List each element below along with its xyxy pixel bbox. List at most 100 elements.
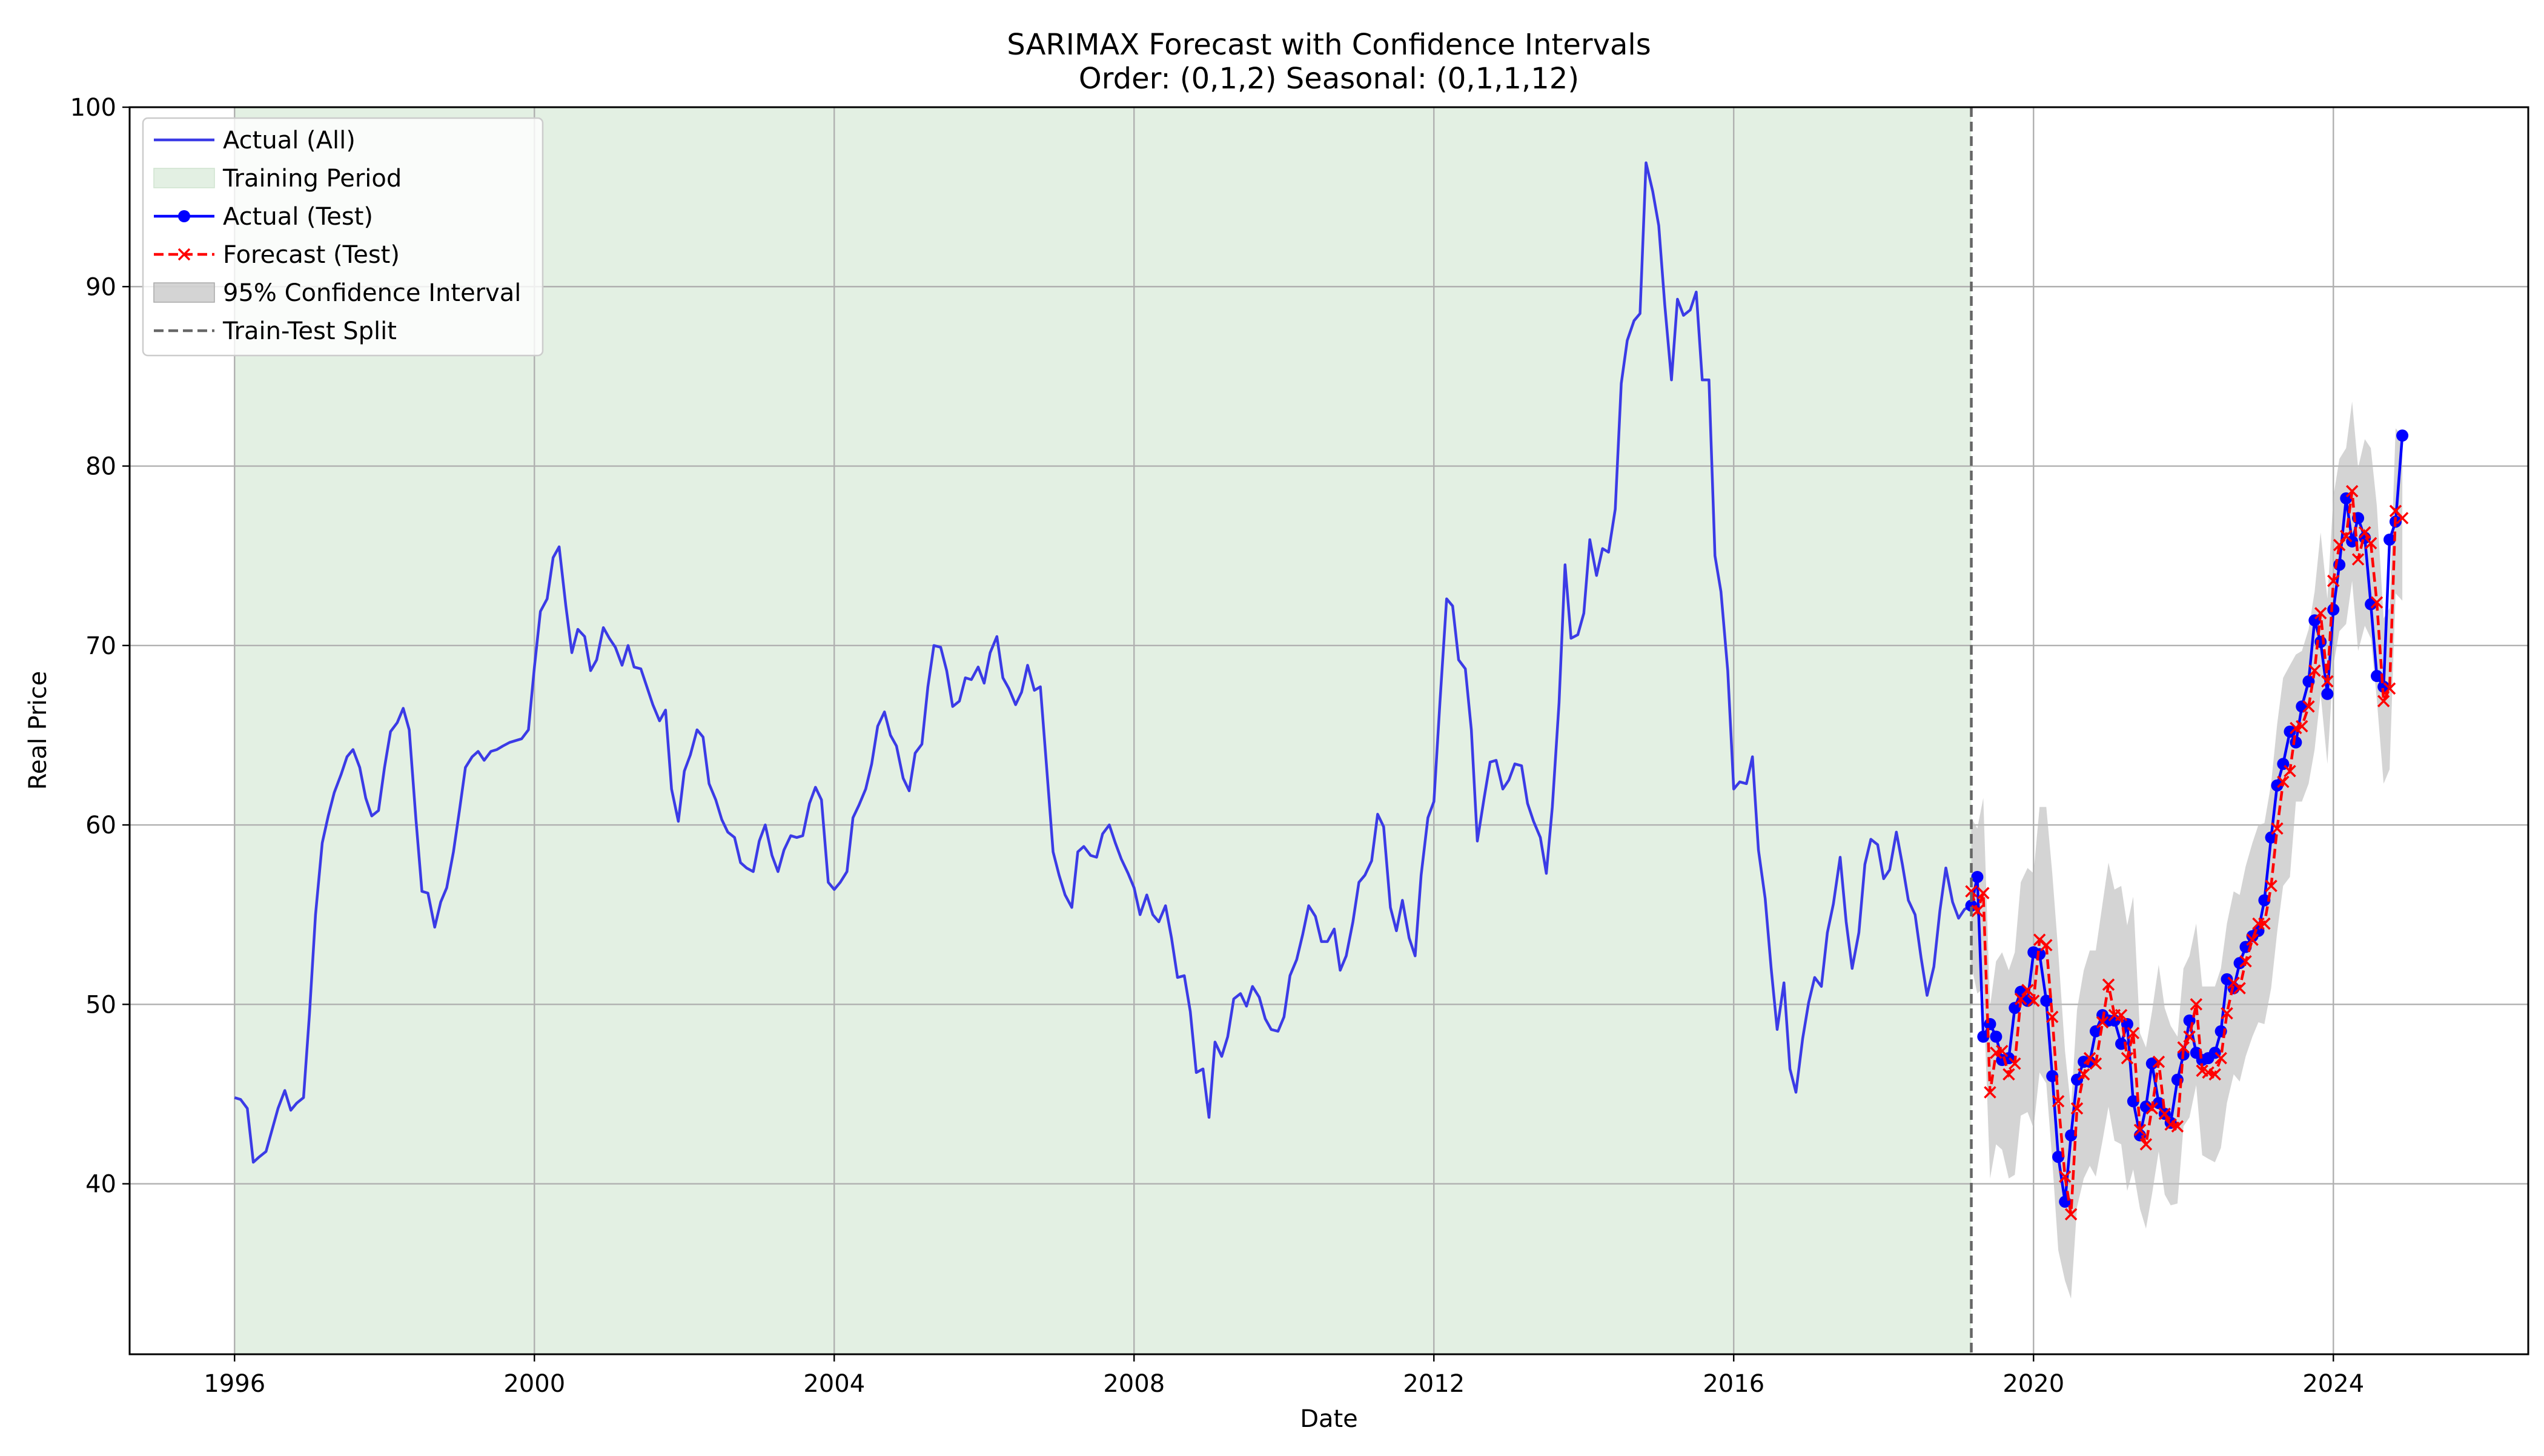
forecast-point: [2277, 775, 2290, 789]
forecast-point: [2308, 664, 2321, 677]
series-line-actual-all: [234, 161, 1979, 1164]
actual-test-point: [2365, 598, 2377, 611]
forecast-point: [2258, 917, 2271, 930]
y-tick-label: 80: [85, 453, 116, 481]
y-tick-label: 50: [85, 991, 116, 1019]
actual-test-point: [2377, 680, 2390, 693]
forecast-point: [2265, 879, 2277, 892]
forecast-point: [2145, 1102, 2159, 1115]
y-tick-label: 70: [85, 632, 116, 660]
legend-marker-actual-test: [178, 210, 190, 222]
actual-test-point: [2271, 779, 2284, 792]
legend-label: Forecast (Test): [223, 241, 400, 269]
actual-test-point: [2321, 687, 2334, 700]
forecast-point: [2183, 1030, 2196, 1043]
forecast-point: [1996, 1045, 2009, 1057]
legend-marker-forecast: [177, 248, 191, 261]
legend-label: Actual (Test): [223, 203, 373, 231]
forecast-point: [2121, 1051, 2134, 1065]
x-tick-label: 2024: [2302, 1370, 2364, 1398]
y-axis-label: Real Price: [24, 671, 52, 790]
forecast-point: [2115, 1008, 2128, 1022]
forecast-point: [2139, 1138, 2153, 1151]
forecast-point: [2246, 933, 2259, 946]
actual-test-point: [2121, 1018, 2133, 1030]
forecast-point: [2064, 1208, 2078, 1221]
forecast-point: [1965, 885, 1978, 898]
forecast-point: [2052, 1095, 2065, 1108]
forecast-point: [2233, 982, 2246, 994]
forecast-point: [2364, 537, 2377, 550]
actual-test-point: [1990, 1030, 2002, 1043]
actual-test-point: [2139, 1100, 2152, 1113]
forecast-point: [2014, 993, 2027, 1005]
x-tick-label: 1996: [204, 1370, 265, 1398]
actual-test-point: [2221, 973, 2233, 985]
forecast-point: [2396, 512, 2409, 524]
actual-test-point: [2009, 1002, 2021, 1014]
forecast-point: [2009, 1057, 2021, 1070]
forecast-point: [2302, 700, 2315, 713]
y-tick-label: 60: [85, 812, 116, 839]
forecast-point: [2333, 538, 2346, 552]
forecast-point: [2177, 1041, 2190, 1054]
forecast-point: [2351, 553, 2365, 566]
forecast-point: [1977, 887, 1990, 899]
forecast-point: [2152, 1055, 2165, 1068]
forecast-point: [2070, 1102, 2084, 1115]
forecast-point: [1984, 1086, 1996, 1099]
actual-test-point: [1977, 1030, 1990, 1043]
y-tick-label: 40: [85, 1171, 116, 1199]
forecast-point: [2370, 596, 2383, 609]
actual-test-point: [2127, 1095, 2139, 1108]
forecast-point: [2133, 1123, 2147, 1136]
actual-test-point: [1984, 1018, 1996, 1030]
forecast-point: [2027, 994, 2040, 1007]
forecast-point: [1971, 905, 1984, 918]
series-line-forecast: [1970, 491, 2403, 1215]
legend-label: 95% Confidence Interval: [223, 279, 521, 307]
x-tick-label: 2016: [1703, 1370, 1764, 1398]
actual-test-point: [2327, 603, 2340, 616]
forecast-point: [2089, 1057, 2102, 1070]
forecast-point: [2002, 1068, 2015, 1081]
legend-label: Training Period: [222, 165, 402, 193]
forecast-point: [2340, 529, 2353, 543]
forecast-point: [2077, 1068, 2090, 1081]
actual-test-point: [2383, 533, 2396, 546]
chart-title: SARIMAX Forecast with Confidence Interva…: [1007, 28, 1651, 62]
forecast-point: [2345, 485, 2359, 498]
forecast-point: [2158, 1107, 2171, 1120]
actual-test-point: [2258, 894, 2271, 907]
forecast-point: [2221, 1007, 2233, 1020]
forecast-point: [2239, 955, 2252, 968]
forecast-point: [2058, 1170, 2072, 1183]
actual-test-point: [2033, 948, 2046, 961]
forecast-point: [2314, 607, 2327, 620]
forecast-point: [2383, 682, 2396, 695]
forecast-point: [2327, 574, 2340, 587]
forecast-point: [2377, 695, 2390, 707]
actual-test-point: [1971, 870, 1984, 883]
actual-test-point: [2284, 725, 2296, 738]
actual-test-point: [2296, 700, 2308, 713]
forecast-point: [2190, 998, 2203, 1011]
forecast-point: [2171, 1120, 2184, 1133]
series-layer: [234, 161, 2409, 1221]
y-tick-label: 100: [70, 94, 116, 122]
legend-box: [142, 117, 544, 357]
forecast-point: [2321, 675, 2334, 688]
actual-test-point: [2290, 736, 2302, 749]
x-tick-label: 2012: [1403, 1370, 1465, 1398]
y-tick-label: 90: [85, 273, 116, 301]
actual-test-point: [2089, 1025, 2102, 1037]
legend-label: Train-Test Split: [222, 317, 397, 345]
x-tick-label: 2008: [1103, 1370, 1165, 1398]
forecast-point: [2284, 764, 2296, 778]
legend-label: Actual (All): [223, 127, 356, 154]
plot-frame: [128, 106, 2529, 1355]
actual-test-point: [2052, 1151, 2065, 1163]
legend-swatch-training: [153, 168, 215, 188]
